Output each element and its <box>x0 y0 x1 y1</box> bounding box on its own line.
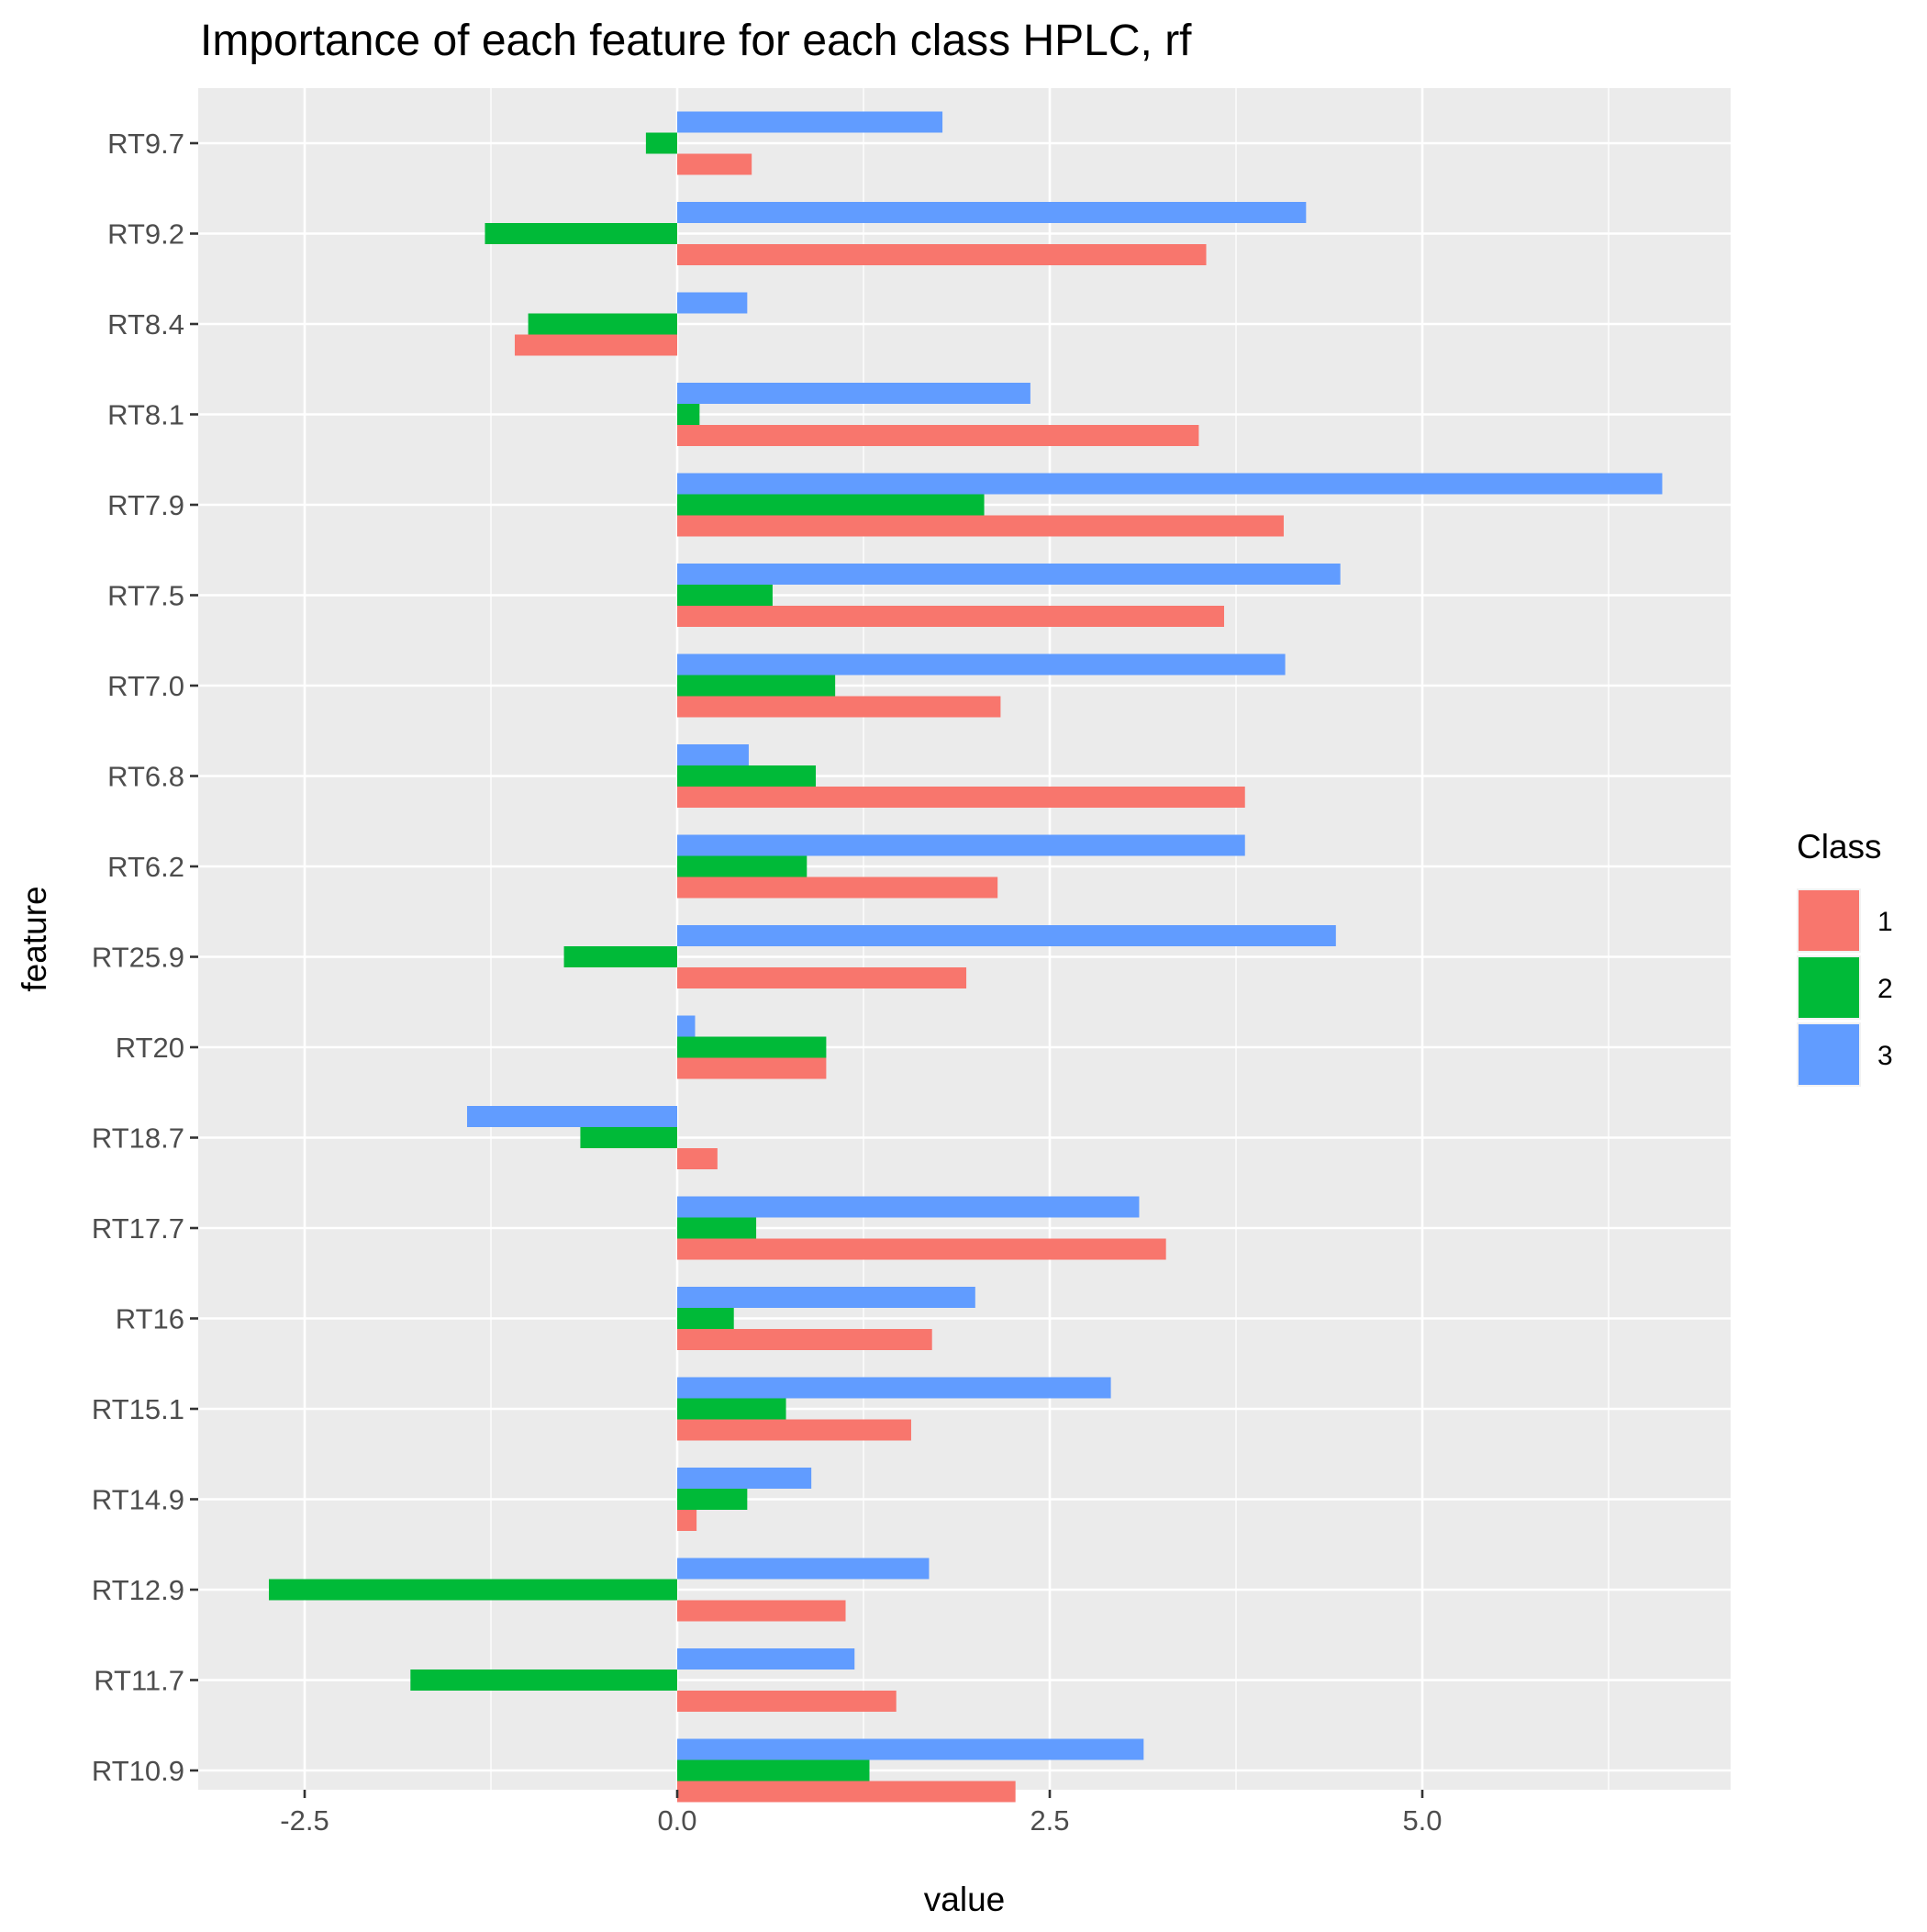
x-tick-label: 5.0 <box>1402 1804 1442 1837</box>
bar-RT6.2-class-1 <box>677 877 998 899</box>
bar-RT8.1-class-3 <box>677 383 1030 404</box>
bar-RT12.9-class-2 <box>269 1579 677 1601</box>
y-tick-label: RT17.7 <box>92 1212 184 1245</box>
y-tick-label: RT15.1 <box>92 1393 184 1425</box>
bar-RT6.2-class-3 <box>677 834 1245 856</box>
y-tick-label: RT14.9 <box>92 1484 184 1516</box>
bar-RT8.4-class-3 <box>677 292 748 314</box>
x-tick-label: -2.5 <box>280 1804 329 1837</box>
y-tick-label: RT6.8 <box>107 761 184 793</box>
bar-RT12.9-class-3 <box>677 1558 930 1580</box>
y-tick-label: RT7.5 <box>107 580 184 612</box>
bar-RT9.7-class-2 <box>645 132 677 154</box>
y-axis-title: feature <box>16 886 53 991</box>
bar-RT12.9-class-1 <box>677 1600 846 1622</box>
y-tick-label: RT25.9 <box>92 942 184 974</box>
y-tick-label: RT6.2 <box>107 851 184 883</box>
bar-RT11.7-class-1 <box>677 1691 897 1712</box>
bar-RT7.0-class-3 <box>677 653 1286 676</box>
bar-RT6.2-class-2 <box>677 855 808 877</box>
bar-RT7.0-class-2 <box>677 675 836 697</box>
bar-RT7.9-class-1 <box>677 515 1284 537</box>
x-tick-label: 0.0 <box>657 1804 696 1837</box>
bars <box>269 111 1663 1803</box>
grid-major <box>198 88 1731 1790</box>
bar-RT25.9-class-3 <box>677 925 1336 946</box>
bar-RT7.5-class-3 <box>677 564 1341 585</box>
y-tick-label: RT8.4 <box>107 308 184 341</box>
bar-RT18.7-class-2 <box>580 1127 677 1148</box>
bar-RT17.7-class-1 <box>677 1238 1166 1260</box>
bar-RT11.7-class-2 <box>410 1670 677 1691</box>
bar-RT15.1-class-1 <box>677 1419 911 1441</box>
y-axis-ticks: RT9.7 RT9.2 RT8.4 RT8.1 RT7.9 RT7.5 RT7.0 RT6.8… <box>92 128 198 1787</box>
y-tick-label: RT8.1 <box>107 399 184 431</box>
x-tick-label: 2.5 <box>1030 1804 1069 1837</box>
y-tick-label: RT20 <box>116 1032 184 1064</box>
legend: Class 1 2 3 <box>1797 828 1893 1087</box>
y-tick-label: RT16 <box>116 1303 184 1335</box>
bar-RT9.2-class-1 <box>677 244 1207 265</box>
bar-RT9.2-class-3 <box>677 202 1307 223</box>
bar-RT10.9-class-3 <box>677 1738 1144 1760</box>
bar-RT6.8-class-3 <box>677 744 749 765</box>
bar-RT8.4-class-2 <box>528 313 677 335</box>
y-tick-label: RT11.7 <box>94 1665 184 1697</box>
bar-RT9.2-class-2 <box>485 223 677 244</box>
bar-RT9.7-class-1 <box>677 153 752 175</box>
bar-RT8.1-class-1 <box>677 425 1199 446</box>
x-axis-title: value <box>924 1881 1005 1918</box>
bar-RT16-class-3 <box>677 1287 975 1308</box>
bar-RT25.9-class-1 <box>677 967 967 988</box>
legend-label-class-3: 3 <box>1877 1041 1893 1071</box>
bar-RT7.9-class-3 <box>677 473 1663 495</box>
bar-RT11.7-class-3 <box>677 1648 855 1670</box>
x-axis-ticks: -2.5 0.0 2.5 5.0 <box>280 1790 1442 1837</box>
bar-RT8.4-class-1 <box>514 334 677 356</box>
y-tick-label: RT18.7 <box>92 1122 184 1155</box>
chart-title: Importance of each feature for each clas… <box>200 17 1192 65</box>
bar-RT7.5-class-2 <box>677 585 773 606</box>
y-tick-label: RT9.7 <box>107 128 184 160</box>
bar-RT14.9-class-3 <box>677 1468 812 1489</box>
legend-swatch-class-2 <box>1799 957 1859 1018</box>
bar-RT17.7-class-3 <box>677 1196 1140 1218</box>
y-tick-label: RT7.0 <box>107 670 184 702</box>
bar-RT14.9-class-2 <box>677 1489 748 1510</box>
y-tick-label: RT12.9 <box>92 1574 184 1606</box>
bar-RT15.1-class-3 <box>677 1377 1111 1399</box>
bar-RT6.8-class-2 <box>677 765 817 787</box>
bar-RT15.1-class-2 <box>677 1398 786 1420</box>
bar-RT14.9-class-1 <box>677 1510 697 1531</box>
legend-title: Class <box>1797 828 1882 865</box>
bar-RT18.7-class-1 <box>677 1148 718 1169</box>
bar-RT10.9-class-2 <box>677 1759 870 1781</box>
bar-RT6.8-class-1 <box>677 787 1245 808</box>
bar-RT17.7-class-2 <box>677 1217 757 1239</box>
legend-label-class-2: 2 <box>1877 974 1893 1004</box>
y-tick-label: RT7.9 <box>107 489 184 521</box>
bar-RT18.7-class-3 <box>467 1106 677 1127</box>
legend-swatch-class-1 <box>1799 890 1859 951</box>
bar-RT7.0-class-1 <box>677 696 1001 718</box>
bar-RT20-class-3 <box>677 1015 696 1037</box>
y-tick-label: RT10.9 <box>92 1755 184 1787</box>
bar-RT7.9-class-2 <box>677 494 985 516</box>
bar-RT25.9-class-2 <box>563 946 677 967</box>
bar-RT16-class-1 <box>677 1329 932 1350</box>
y-tick-label: RT9.2 <box>107 218 184 251</box>
bar-RT16-class-2 <box>677 1308 734 1329</box>
bar-RT7.5-class-1 <box>677 606 1225 627</box>
legend-label-class-1: 1 <box>1877 907 1893 937</box>
bar-RT8.1-class-2 <box>677 404 700 425</box>
bar-RT9.7-class-3 <box>677 111 943 133</box>
bar-RT20-class-1 <box>677 1057 827 1079</box>
legend-swatch-class-3 <box>1799 1024 1859 1085</box>
bar-RT20-class-2 <box>677 1036 827 1058</box>
bar-RT10.9-class-1 <box>677 1781 1016 1803</box>
